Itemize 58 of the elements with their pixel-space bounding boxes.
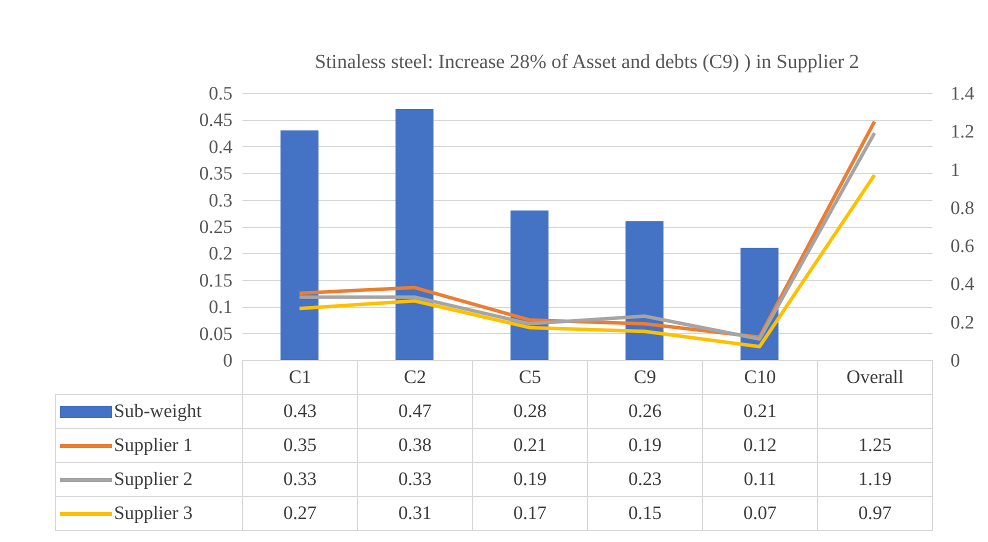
x-tick-label: C5 — [472, 360, 588, 394]
bar — [396, 109, 434, 360]
y-tick-label: 0.2 — [208, 244, 232, 265]
data-label: 1.19 — [818, 462, 932, 496]
x-tick-label: C1 — [242, 360, 358, 394]
legend-label: Sub-weight — [114, 400, 202, 422]
line-series — [298, 173, 876, 348]
data-label: 0.27 — [242, 496, 358, 530]
y2-tick-label: 0.4 — [950, 274, 975, 296]
chart-title: Stinaless steel: Increase 28% of Asset and debts (C9) ) in Supplier 2 — [314, 51, 860, 73]
y2-tick-label: 0 — [950, 350, 960, 372]
y-tick-label: 0.35 — [199, 164, 232, 185]
data-label: 0.38 — [358, 428, 472, 462]
data-label: 0.31 — [358, 496, 472, 530]
bar — [280, 130, 318, 360]
data-label: 0.11 — [702, 462, 818, 496]
data-label: 1.25 — [818, 428, 932, 462]
data-label: 0.21 — [702, 394, 818, 428]
data-label: 0.19 — [588, 428, 702, 462]
bar — [510, 210, 548, 360]
y-tick-label: 0.3 — [208, 190, 232, 212]
x-tick-label: Overall — [818, 360, 932, 394]
y-tick-label: 0.45 — [199, 110, 232, 132]
x-tick-label: C9 — [588, 360, 702, 394]
legend-label: Supplier 2 — [114, 468, 193, 490]
y-tick-label: 0.5 — [208, 84, 232, 104]
bar — [626, 221, 664, 360]
data-label: 0.28 — [472, 394, 588, 428]
data-label: 0.33 — [242, 462, 358, 496]
data-label: 0.15 — [588, 496, 702, 530]
y-tick-label: 0.1 — [208, 297, 232, 318]
data-label: 0.12 — [702, 428, 818, 462]
y2-tick-label: 0.2 — [950, 312, 974, 334]
data-label: 0.07 — [702, 496, 818, 530]
data-label: 0.43 — [242, 394, 358, 428]
data-label: 0.33 — [358, 462, 472, 496]
x-tick-label: C2 — [358, 360, 472, 394]
data-label: 0.17 — [472, 496, 588, 530]
data-label: 0.19 — [472, 462, 588, 496]
legend-label: Supplier 1 — [114, 434, 193, 456]
y2-tick-label: 0.8 — [950, 198, 974, 219]
y-tick-label: 0.15 — [199, 270, 232, 292]
data-label: 0.97 — [818, 496, 932, 530]
y-tick-label: 0.05 — [199, 324, 232, 345]
y-tick-label: 0.25 — [199, 217, 232, 238]
y2-tick-label: 1 — [950, 160, 960, 181]
y2-tick-label: 1.4 — [950, 84, 975, 104]
data-label: 0.23 — [588, 462, 702, 496]
data-label: 0.35 — [242, 428, 358, 462]
legend-label: Supplier 3 — [114, 502, 193, 524]
y2-tick-label: 1.2 — [950, 122, 974, 143]
x-tick-label: C10 — [702, 360, 818, 394]
data-label: 0.26 — [588, 394, 702, 428]
y-tick-label: 0.4 — [208, 136, 233, 158]
data-label: 0.21 — [472, 428, 588, 462]
y2-tick-label: 0.6 — [950, 236, 974, 258]
y-tick-label: 0 — [223, 350, 232, 372]
data-label: 0.47 — [358, 394, 472, 428]
